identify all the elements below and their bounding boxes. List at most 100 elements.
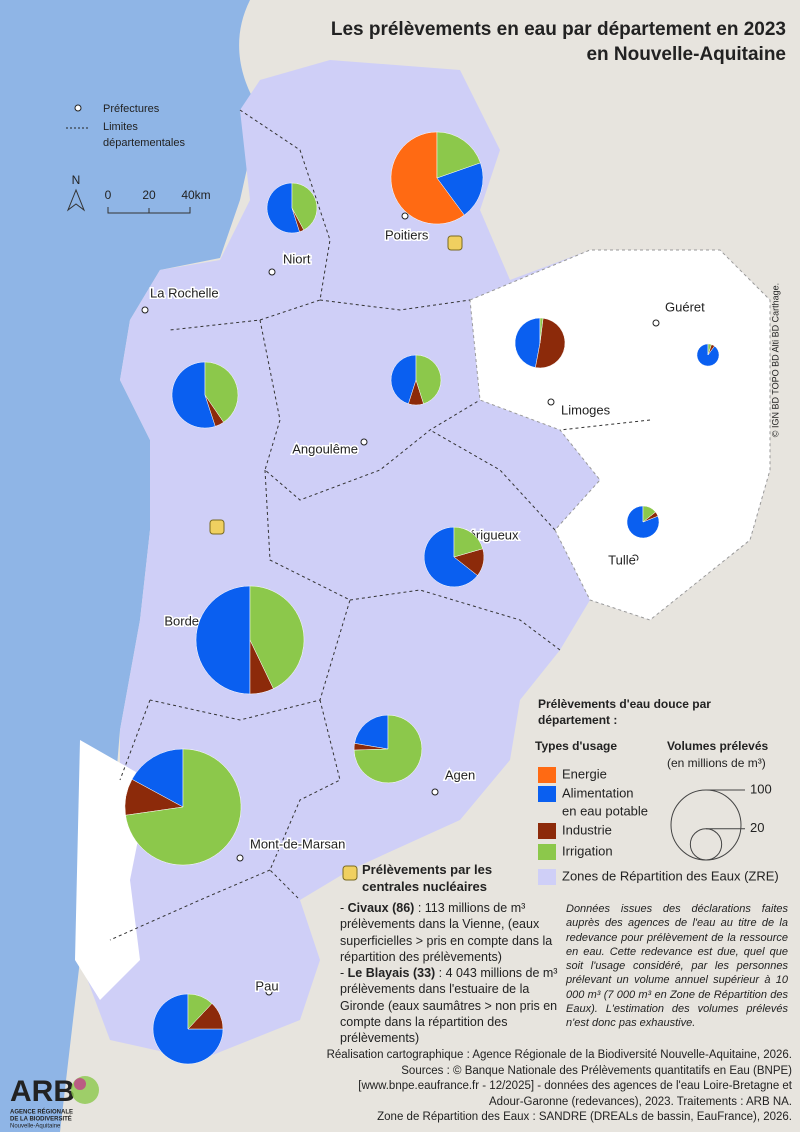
city-label: Limoges: [561, 402, 611, 417]
pie-slice: [291, 182, 318, 231]
prefecture: [141, 306, 149, 314]
credit-line: Réalisation cartographique : Agence Régi…: [326, 1049, 792, 1061]
nuclear-title: Prélèvements par les centrales nucléaires: [362, 862, 492, 896]
legend-swatch: [538, 869, 556, 885]
city-label: Poitiers: [385, 227, 429, 242]
logo-text: DE LA BIODIVERSITÉ: [10, 1115, 72, 1123]
text: Prélèvements par les: [362, 862, 493, 877]
logo-text: AGENCE RÉGIONALE: [10, 1108, 73, 1116]
pie-slice: [171, 361, 216, 429]
pie-slice: [539, 317, 544, 344]
pie-slice: [204, 361, 239, 423]
nuclear-item: - Civaux (86) : 113 millions de m³ prélè…: [340, 901, 553, 964]
city-label: La Rochelle: [150, 285, 219, 300]
pie-slice: [415, 354, 442, 405]
city-label: Angoulême: [292, 441, 358, 456]
prefecture: [631, 554, 639, 562]
city-label: Tulle: [608, 552, 636, 567]
legend-swatch: [538, 786, 556, 802]
prefecture: [547, 398, 555, 406]
city-label: Niort: [283, 251, 311, 266]
scale-label: 0: [105, 188, 112, 202]
copyright: © IGN BD TOPO BD Alti BD Carthage.: [770, 283, 780, 437]
pie-slice: [131, 748, 184, 808]
credits: Réalisation cartographique : Agence Régi…: [327, 1048, 792, 1126]
credit-line: [www.bnpe.eaufrance.fr - 12/2025] - donn…: [358, 1080, 792, 1093]
title: Les prélèvements en eau par département …: [331, 19, 786, 40]
plant-text: : 4 043 millions de m³ prélèvements dans…: [340, 966, 558, 1045]
city-label: Mont-de-Marsan: [250, 836, 345, 851]
credit-line: Adour-Garonne (redevances), 2023. Traite…: [489, 1095, 792, 1108]
city-label: Guéret: [665, 299, 705, 314]
logo-emblem: [74, 1078, 86, 1090]
pie-slice: [642, 505, 656, 523]
volume-circle: [670, 789, 742, 861]
scale-bar: [107, 207, 191, 214]
legend-text: Zones de Répartition des Eaux (ZRE): [562, 868, 779, 883]
legend-text: Industrie: [562, 822, 612, 837]
nuclear-item: - Le Blayais (33) : 4 043 millions de m³…: [340, 966, 558, 1045]
prefecture-symbol: [74, 104, 82, 112]
pie-slice: [436, 131, 481, 179]
pie-slice: [423, 526, 478, 588]
department-limits: [109, 109, 651, 941]
legend-swatch: [538, 767, 556, 783]
legend-swatch: [538, 823, 556, 839]
prefecture: [431, 788, 439, 796]
text: centrales nucléaires: [362, 878, 488, 894]
legend-text: Préfectures: [103, 103, 160, 115]
pie-slice: [125, 748, 242, 866]
nuclear-icons: [209, 235, 463, 881]
sea: [0, 0, 260, 1132]
pie-slice: [390, 131, 465, 225]
pie-slice: [152, 993, 224, 1065]
note: Données issues des déclarations faites a…: [566, 903, 788, 1030]
volume-label: 20: [750, 820, 764, 835]
legend-text: en eau potable: [562, 803, 648, 818]
pie-slice: [187, 993, 213, 1030]
credit-line: Sources : © Banque Nationale des Prélève…: [401, 1064, 792, 1077]
pie-slice: [436, 162, 484, 216]
prefecture: [236, 854, 244, 862]
north-arrow: [66, 188, 86, 212]
legend-text: Irrigation: [562, 843, 613, 858]
legend-swatch: [538, 844, 556, 860]
pie-slice: [249, 585, 305, 689]
logo-text: Nouvelle-Aquitaine: [10, 1124, 61, 1130]
prefecture: [268, 268, 276, 276]
legend-text: Energie: [562, 766, 607, 781]
plant-name: Civaux (86): [347, 901, 415, 915]
pie-slice: [353, 714, 423, 784]
plant-name: Le Blayais (33): [347, 966, 436, 980]
legend-title: département :: [538, 713, 617, 727]
legend-text: Alimentation: [562, 785, 634, 800]
pie-slice: [195, 585, 251, 695]
volume-label: 100: [750, 781, 772, 796]
logo-emblem: [71, 1076, 99, 1104]
pie-slice: [535, 317, 566, 369]
pie-slice: [390, 354, 417, 405]
legend-subtitle: (en millions de m³): [667, 756, 766, 770]
legend-title: Prélèvements d'eau douce par: [538, 697, 711, 711]
pie-slice: [514, 317, 541, 368]
north-label: N: [72, 173, 81, 187]
pie-slice: [453, 526, 484, 558]
pie-slice: [354, 714, 389, 750]
logo: ARB: [10, 1075, 75, 1108]
city-label: Pau: [255, 978, 278, 993]
prefecture: [401, 212, 409, 220]
prefecture: [652, 319, 660, 327]
title: en Nouvelle-Aquitaine: [586, 44, 786, 65]
legend-text: Limites: [103, 121, 138, 133]
prefecture: [360, 438, 368, 446]
volume-circle: [689, 828, 723, 861]
legend-text: départementales: [103, 137, 185, 149]
pie-slice: [266, 182, 300, 234]
legend-subtitle: Types d'usage: [535, 739, 617, 753]
plant-text: : 113 millions de m³ prélèvements dans l…: [340, 901, 553, 964]
legend-subtitle: Volumes prélevés: [667, 739, 768, 753]
city-label: Agen: [445, 767, 475, 782]
credit-line: Zone de Répartition des Eaux : SANDRE (D…: [377, 1111, 792, 1124]
